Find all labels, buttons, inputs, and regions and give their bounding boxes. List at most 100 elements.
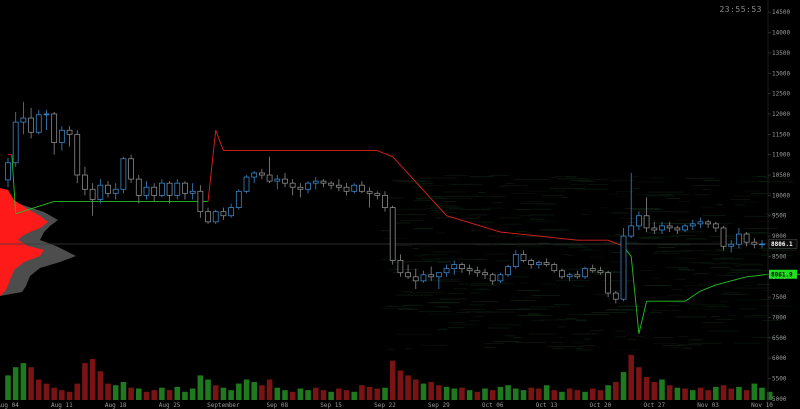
- heatmap-cell: [613, 330, 626, 332]
- candle-body: [82, 174, 88, 190]
- candle-body: [582, 268, 588, 278]
- volume-bar: [205, 379, 211, 400]
- volume-bar: [212, 385, 219, 400]
- trailing-stop-segment: [215, 130, 224, 151]
- heatmap-cell: [515, 231, 527, 232]
- candle-body: [297, 186, 304, 190]
- y-tick-label: 5500: [772, 376, 787, 383]
- heatmap-cell: [625, 305, 637, 307]
- heatmap-cell: [682, 250, 710, 251]
- heatmap-cell: [430, 206, 461, 208]
- candle-body: [697, 221, 704, 225]
- candle-body: [720, 227, 727, 247]
- volume-bar: [559, 391, 565, 400]
- heatmap-cell: [601, 280, 634, 282]
- heatmap-cell: [645, 195, 674, 197]
- heatmap-cell: [454, 271, 463, 272]
- heatmap-cell: [759, 181, 794, 183]
- candle-body: [728, 243, 735, 247]
- x-tick-label: Aug 18: [105, 402, 127, 409]
- heatmap-cell: [565, 317, 578, 319]
- y-tick-label: 5000: [772, 396, 787, 403]
- heatmap-cell: [666, 198, 681, 199]
- heatmap-cell: [583, 248, 593, 250]
- trailing-stop-line: [8, 130, 800, 334]
- volume-bar: [751, 383, 758, 400]
- heatmap-cell: [448, 208, 463, 210]
- heatmap-cell: [733, 287, 770, 289]
- trailing-stop-segment: [715, 280, 732, 286]
- heatmap-cell: [648, 191, 684, 193]
- orderbook-heatmap: [380, 175, 797, 351]
- heatmap-cell: [510, 193, 538, 195]
- candle-body: [289, 182, 296, 188]
- heatmap-cell: [703, 180, 720, 181]
- volume-bar: [589, 388, 596, 400]
- volume-bar: [536, 388, 542, 400]
- y-tick-label: 7500: [772, 294, 787, 301]
- candle-body: [74, 133, 81, 176]
- heatmap-cell: [651, 253, 680, 255]
- candle-body: [651, 227, 658, 231]
- heatmap-cell: [740, 264, 764, 266]
- candle-body: [343, 186, 350, 192]
- volume-bar: [297, 388, 304, 400]
- heatmap-cell: [747, 231, 767, 233]
- heatmap-cell: [707, 330, 738, 332]
- candle-body: [220, 211, 227, 217]
- heatmap-cell: [611, 212, 629, 214]
- heatmap-cell: [615, 195, 629, 197]
- heatmap-cell: [716, 275, 740, 276]
- stop-price-tag-bg: [769, 269, 797, 279]
- heatmap-cell: [678, 268, 689, 270]
- heatmap-cell: [481, 207, 506, 209]
- heatmap-cell: [428, 313, 462, 315]
- heatmap-cell: [572, 333, 599, 335]
- candle-body: [135, 178, 142, 196]
- candle-body: [712, 223, 719, 229]
- heatmap-cell: [414, 255, 426, 257]
- heatmap-cell: [635, 194, 671, 195]
- heatmap-cell: [549, 188, 585, 189]
- heatmap-cell: [436, 345, 445, 346]
- candle-body: [359, 184, 365, 192]
- current-price-tag: 8806.1: [768, 239, 798, 249]
- volume-bar: [59, 390, 65, 400]
- volume-bar: [51, 387, 57, 400]
- heatmap-cell: [554, 190, 566, 192]
- heatmap-cell: [466, 311, 494, 313]
- y-tick-label: 11500: [772, 131, 790, 138]
- candle-body: [659, 225, 665, 231]
- heatmap-cell: [666, 226, 683, 228]
- heatmap-cell: [419, 254, 449, 256]
- heatmap-cell: [460, 218, 480, 219]
- heatmap-cell: [615, 191, 635, 193]
- heatmap-cell: [491, 324, 523, 326]
- candle-body: [312, 180, 319, 184]
- heatmap-cell: [713, 250, 731, 252]
- volume-bar: [312, 387, 319, 400]
- volume-bar: [528, 387, 534, 400]
- heatmap-cell: [437, 328, 447, 330]
- heatmap-cell: [684, 298, 699, 300]
- volume-bar: [613, 381, 619, 400]
- candle-body: [543, 262, 550, 265]
- heatmap-cell: [688, 342, 721, 344]
- y-tick-label: 12500: [772, 91, 790, 98]
- heatmap-cell: [401, 219, 423, 221]
- candle-body: [520, 253, 527, 261]
- candle-body: [197, 190, 204, 213]
- heatmap-cell: [678, 269, 695, 271]
- heatmap-cell: [520, 203, 556, 204]
- heatmap-cell: [515, 342, 546, 343]
- candle-body: [282, 178, 288, 184]
- heatmap-cell: [636, 181, 665, 183]
- heatmap-cell: [734, 204, 746, 206]
- candle-body: [597, 270, 604, 274]
- candle-body: [143, 186, 150, 196]
- heatmap-cell: [391, 222, 411, 224]
- heatmap-cell: [735, 299, 771, 301]
- heatmap-cell: [761, 254, 794, 256]
- heatmap-cell: [489, 311, 516, 313]
